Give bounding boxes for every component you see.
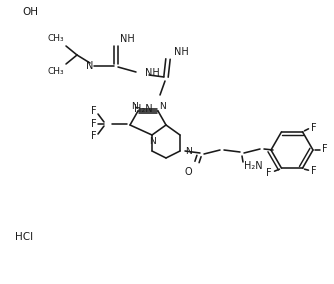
Text: F: F bbox=[266, 168, 272, 178]
Text: NH: NH bbox=[145, 68, 160, 78]
Text: N: N bbox=[159, 101, 165, 110]
Text: OH: OH bbox=[22, 7, 38, 17]
Text: HCl: HCl bbox=[15, 232, 33, 242]
Text: O: O bbox=[184, 167, 192, 177]
Text: CH₃: CH₃ bbox=[47, 34, 64, 43]
Text: NH: NH bbox=[120, 34, 135, 44]
Text: N: N bbox=[131, 101, 137, 110]
Text: F: F bbox=[322, 144, 328, 154]
Text: CH₃: CH₃ bbox=[47, 67, 64, 76]
Text: N: N bbox=[149, 137, 155, 145]
Text: F: F bbox=[91, 131, 97, 141]
Text: H₂N: H₂N bbox=[244, 161, 263, 171]
Text: H₂N: H₂N bbox=[134, 104, 153, 114]
Text: N: N bbox=[86, 61, 94, 71]
Text: F: F bbox=[91, 106, 97, 116]
Text: F: F bbox=[91, 119, 97, 129]
Text: N: N bbox=[185, 147, 192, 156]
Text: F: F bbox=[312, 123, 317, 133]
Text: NH: NH bbox=[174, 47, 189, 57]
Text: F: F bbox=[312, 166, 317, 176]
